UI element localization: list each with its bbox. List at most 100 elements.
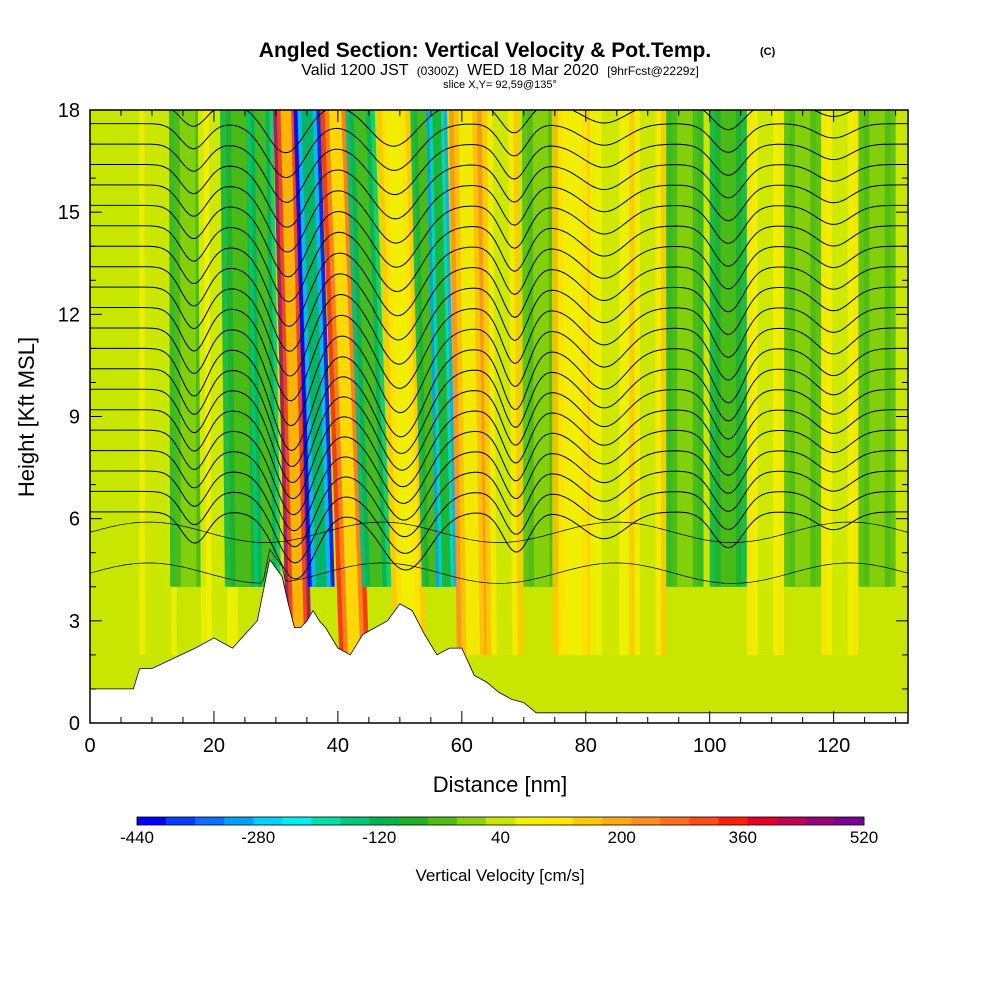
colorbar-swatch bbox=[776, 817, 807, 825]
low-level-contour bbox=[90, 521, 908, 543]
colorbar-swatch bbox=[834, 817, 865, 825]
colorbar-swatch bbox=[602, 817, 632, 825]
isentrope-line bbox=[90, 184, 908, 253]
velocity-band bbox=[113, 110, 129, 655]
x-tick-label: 0 bbox=[84, 735, 95, 757]
chart-title: Angled Section: Vertical Velocity & Pot.… bbox=[259, 39, 711, 62]
colorbar-swatch bbox=[137, 817, 167, 825]
isentrope-line bbox=[90, 490, 908, 564]
isentrope-line bbox=[90, 429, 908, 516]
terrain bbox=[90, 558, 908, 723]
x-tick-label: 60 bbox=[451, 735, 473, 757]
chart-subtitle: Valid 1200 JST (0300Z) WED 18 Mar 2020 [… bbox=[301, 62, 699, 79]
colorbar bbox=[136, 816, 865, 826]
velocity-band bbox=[677, 110, 693, 587]
colorbar-swatch bbox=[485, 817, 516, 825]
colorbar-swatch bbox=[166, 817, 196, 825]
potential-temperature-contours bbox=[90, 110, 908, 584]
velocity-band bbox=[639, 110, 656, 655]
isentrope-line bbox=[90, 409, 908, 500]
x-tick-label: 40 bbox=[327, 735, 349, 757]
velocity-band bbox=[149, 110, 166, 655]
y-tick-label: 6 bbox=[69, 509, 80, 531]
isentrope-line bbox=[90, 307, 908, 402]
subtitle-date: WED 18 Mar 2020 bbox=[467, 62, 599, 79]
y-tick-label: 0 bbox=[69, 713, 80, 735]
colorbar-tick-label: -120 bbox=[362, 828, 396, 847]
colorbar-swatch bbox=[544, 817, 574, 825]
terrain-shape bbox=[90, 558, 908, 723]
colorbar-tick-label: -280 bbox=[241, 828, 275, 847]
colorbar-swatch bbox=[311, 817, 341, 825]
x-axis: 0 20 40 60 80 100 120 bbox=[84, 735, 850, 757]
velocity-band bbox=[869, 110, 885, 587]
velocity-band bbox=[720, 110, 736, 587]
colorbar-tick-label: 40 bbox=[491, 828, 510, 847]
isentrope-line bbox=[90, 225, 908, 303]
colorbar-swatch bbox=[573, 817, 603, 825]
colorbar-swatch bbox=[195, 817, 225, 825]
colorbar-swatch bbox=[689, 817, 719, 825]
velocity-band bbox=[179, 110, 197, 587]
y-tick-label: 3 bbox=[69, 611, 80, 633]
low-level-contour bbox=[90, 548, 908, 584]
velocity-band bbox=[832, 110, 848, 655]
isentrope-line bbox=[90, 245, 908, 327]
isentrope-line bbox=[90, 388, 908, 484]
subtitle-forecast: [9hrFcst@2229z] bbox=[607, 64, 699, 78]
isentrope-line bbox=[171, 110, 855, 154]
colorbar-swatch bbox=[631, 817, 661, 825]
colorbar-swatch bbox=[253, 817, 283, 825]
colorbar-tick-labels: -440 -280 -120 40 200 360 520 bbox=[120, 828, 878, 847]
y-tick-label: 18 bbox=[58, 100, 80, 122]
isentrope-line bbox=[90, 470, 908, 548]
colorbar-tick-label: 200 bbox=[608, 828, 636, 847]
isentrope-line bbox=[90, 286, 908, 377]
colorbar-swatch bbox=[224, 817, 254, 825]
subtitle-valid: Valid 1200 JST bbox=[301, 62, 409, 79]
colorbar-swatch bbox=[369, 817, 400, 825]
x-tick-label: 20 bbox=[203, 735, 225, 757]
subtitle-utc: (0300Z) bbox=[417, 64, 459, 78]
y-tick-label: 15 bbox=[58, 202, 80, 224]
velocity-band bbox=[458, 110, 480, 655]
plot-area bbox=[89, 109, 909, 724]
colorbar-tick-label: -440 bbox=[120, 828, 154, 847]
velocity-band bbox=[757, 110, 774, 655]
colorbar-swatch bbox=[398, 817, 429, 825]
velocity-band bbox=[601, 110, 620, 655]
y-axis-label: Height [Kft MSL] bbox=[14, 337, 39, 497]
isentrope-line bbox=[90, 347, 908, 452]
velocity-band bbox=[794, 110, 811, 587]
colorbar-swatch bbox=[747, 817, 778, 825]
y-tick-label: 12 bbox=[58, 304, 80, 326]
velocity-band bbox=[432, 110, 451, 587]
y-axis: 0 3 6 9 12 15 18 bbox=[58, 100, 80, 735]
isentrope-line bbox=[90, 143, 908, 203]
velocity-band bbox=[328, 110, 361, 655]
colorbar-frame bbox=[136, 816, 865, 826]
colorbar-swatch bbox=[456, 817, 487, 825]
isentrope-line bbox=[90, 327, 908, 427]
velocity-field bbox=[102, 110, 896, 655]
velocity-band bbox=[280, 110, 305, 655]
isentrope-line bbox=[90, 164, 908, 228]
isentrope-line bbox=[90, 123, 908, 179]
x-tick-label: 100 bbox=[693, 735, 726, 757]
colorbar-swatch bbox=[427, 817, 458, 825]
chart-title-unit: (C) bbox=[760, 46, 776, 58]
isentrope-line bbox=[90, 511, 908, 580]
colorbar-swatch bbox=[282, 817, 312, 825]
chart-slice-label: slice X,Y= 92,59@135° bbox=[443, 79, 557, 91]
x-tick-label: 80 bbox=[575, 735, 597, 757]
isentrope-line bbox=[90, 450, 908, 532]
y-tick-label: 9 bbox=[69, 407, 80, 429]
velocity-band bbox=[230, 110, 252, 587]
colorbar-tick-label: 360 bbox=[729, 828, 757, 847]
colorbar-tick-label: 520 bbox=[850, 828, 878, 847]
colorbar-label: Vertical Velocity [cm/s] bbox=[415, 866, 584, 885]
x-axis-label: Distance [nm] bbox=[433, 772, 568, 797]
colorbar-swatch bbox=[340, 817, 370, 825]
x-tick-label: 120 bbox=[817, 735, 850, 757]
